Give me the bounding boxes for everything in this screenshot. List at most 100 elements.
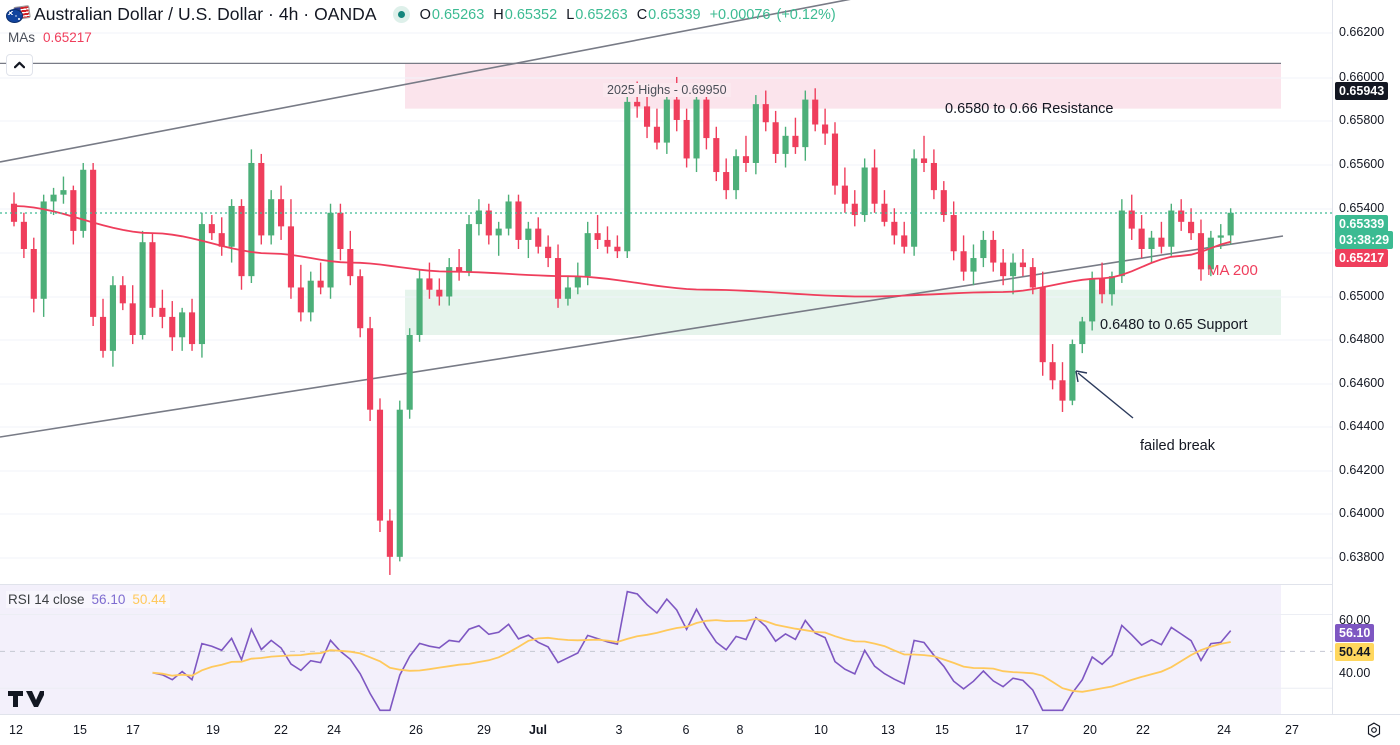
tradingview-logo[interactable]: [8, 688, 44, 710]
rsi-chart-pane[interactable]: [0, 585, 1332, 714]
candle-body: [307, 280, 314, 313]
candle-body: [505, 201, 512, 229]
price-axis-tick: 0.65600: [1339, 157, 1385, 171]
candle-body: [713, 138, 720, 173]
symbol-title[interactable]: Australian Dollar / U.S. Dollar · 4h · O…: [34, 4, 377, 24]
candle-body: [129, 303, 136, 336]
candle-body: [238, 205, 245, 277]
candle-body: [653, 126, 661, 143]
collapse-legend-button[interactable]: [6, 54, 33, 76]
candle-body: [663, 99, 670, 143]
annotation-resistance: 0.6580 to 0.66 Resistance: [945, 101, 1114, 117]
candle-body: [80, 169, 87, 231]
candle-body: [90, 169, 97, 317]
ma-legend-row[interactable]: MAs 0.65217: [8, 30, 92, 45]
candle-body: [367, 328, 374, 410]
candle-body: [1138, 228, 1145, 249]
candle-body: [970, 258, 977, 272]
ohlc-change: +0.00076: [709, 6, 771, 23]
rsi-legend[interactable]: RSI 14 close 56.10 50.44: [6, 591, 171, 608]
chart-settings-icon[interactable]: [1366, 722, 1382, 738]
candle-body: [584, 233, 591, 277]
price-axis-tick: 0.64200: [1339, 463, 1385, 477]
price-axis-tick: 0.63800: [1339, 550, 1385, 564]
price-chart-pane[interactable]: [0, 0, 1332, 584]
candle-body: [554, 258, 562, 299]
candle-body: [1029, 267, 1036, 288]
ohlc-high-label: H: [493, 6, 504, 23]
time-axis-tick: 10: [814, 723, 828, 737]
candle-body: [109, 285, 116, 351]
rsi-line: [152, 590, 1232, 712]
price-axis-tick: 0.65000: [1339, 289, 1385, 303]
price-axis-tick: 0.66000: [1339, 70, 1385, 84]
candle-body: [1118, 210, 1125, 277]
rsi-ma-line: [152, 617, 1231, 693]
candle-body: [327, 212, 334, 288]
price-axis-tick: 0.64600: [1339, 376, 1385, 390]
candle-body: [10, 203, 18, 222]
rsi-axis-ma-badge[interactable]: 50.44: [1335, 643, 1375, 661]
time-axis-tick: 12: [9, 723, 23, 737]
price-axis-tick: 0.65800: [1339, 113, 1385, 127]
candle-body: [337, 212, 344, 249]
market-status-dot-icon: [392, 6, 410, 23]
price-axis-countdown-badge[interactable]: 03:38:29: [1335, 231, 1394, 249]
candle-body: [495, 228, 502, 236]
time-axis-tick: Jul: [528, 723, 548, 737]
candle-body: [456, 267, 463, 272]
time-axis-tick: 17: [1015, 723, 1029, 737]
lower-trendline: [0, 235, 1284, 438]
candle-body: [436, 289, 443, 297]
price-axis-ma-badge[interactable]: 0.65217: [1335, 249, 1389, 267]
ohlc-open-label: O: [419, 6, 431, 23]
rsi-legend-value: 56.10: [91, 592, 126, 607]
price-axis-high-badge[interactable]: 0.65943: [1335, 82, 1389, 100]
candle-body: [574, 276, 581, 288]
candle-body: [594, 233, 601, 240]
price-axis[interactable]: 0.66200 0.66000 0.65800 0.65600 0.65400 0.652…: [1332, 0, 1400, 714]
candle-body: [1188, 221, 1195, 234]
time-axis-tick: 17: [126, 723, 140, 737]
candle-body: [812, 99, 819, 125]
ohlc-high-value: 0.65352: [504, 6, 558, 23]
candle-body: [198, 224, 206, 345]
candle-body: [119, 285, 126, 304]
time-axis-tick: 15: [935, 723, 949, 737]
time-axis-tick: 24: [327, 723, 341, 737]
candle-body: [465, 224, 473, 272]
candle-body: [169, 316, 176, 338]
time-axis-tick: 22: [1136, 723, 1150, 737]
rsi-band: [0, 585, 1281, 714]
candle-body: [416, 278, 423, 336]
candle-body: [564, 287, 571, 299]
candle-body: [742, 156, 750, 163]
candle-body: [515, 201, 522, 240]
candle-body: [545, 246, 552, 259]
candle-body: [50, 194, 57, 202]
candle-body: [822, 124, 829, 134]
ma-legend-label: MAs: [8, 30, 35, 45]
candle-body: [228, 205, 235, 247]
candle-body: [703, 99, 710, 139]
candle-body: [752, 104, 759, 163]
symbol-row[interactable]: Australian Dollar / U.S. Dollar · 4h · O…: [6, 4, 836, 25]
candle-body: [149, 242, 156, 308]
time-axis-tick: 8: [736, 723, 744, 737]
rsi-axis-value-badge[interactable]: 56.10: [1335, 624, 1375, 642]
candle-body: [218, 233, 225, 247]
candle-body: [1217, 235, 1224, 238]
candle-body: [940, 190, 947, 216]
time-axis[interactable]: 12 15 17 19 22 24 26 29 Jul 3 6 8 10 13 15 17 20 22 24 27: [0, 714, 1400, 745]
candle-body: [643, 106, 651, 127]
candle-body: [920, 158, 928, 163]
candle-body: [1079, 321, 1086, 345]
candle-body: [624, 101, 631, 252]
candle-body: [317, 280, 324, 288]
candle-body: [159, 307, 166, 317]
price-axis-last-price-badge[interactable]: 0.65339: [1335, 215, 1389, 233]
chevron-up-icon: [14, 61, 25, 69]
candle-body: [831, 133, 839, 186]
candle-body: [475, 210, 482, 225]
candle-body: [376, 409, 384, 521]
